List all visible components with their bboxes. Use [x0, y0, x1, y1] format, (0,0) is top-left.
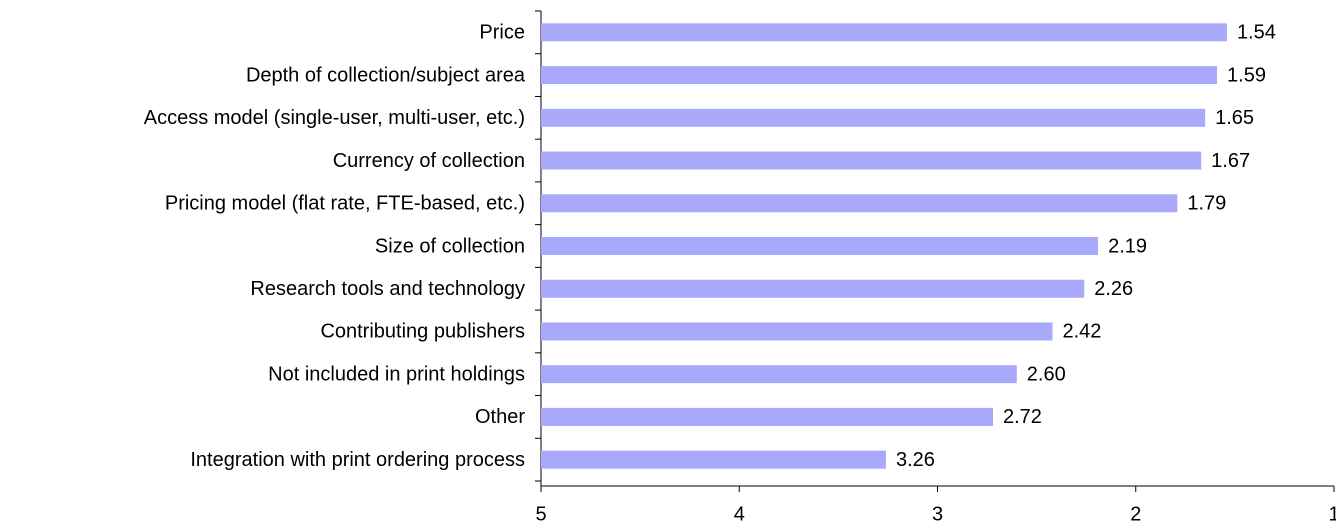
bar — [541, 365, 1017, 384]
bar — [541, 322, 1053, 341]
y-tick-label: Integration with print ordering process — [190, 449, 525, 471]
x-tick-label: 2 — [1130, 503, 1141, 525]
y-tick-label: Pricing model (flat rate, FTE-based, etc… — [165, 193, 525, 215]
value-label: 1.67 — [1211, 150, 1250, 172]
bar — [541, 450, 886, 469]
y-tick-label: Research tools and technology — [250, 278, 525, 300]
y-tick-label: Contributing publishers — [320, 321, 525, 343]
y-tick-label: Price — [479, 22, 525, 44]
y-tick-label: Size of collection — [375, 235, 525, 257]
y-tick-label: Depth of collection/subject area — [246, 64, 526, 86]
bar — [541, 237, 1099, 255]
x-tick-label: 5 — [535, 503, 546, 525]
value-label: 2.19 — [1108, 235, 1147, 257]
bar — [541, 108, 1206, 127]
value-label: 1.59 — [1227, 64, 1266, 86]
x-tick-label: 4 — [734, 503, 745, 525]
y-tick-label: Not included in print holdings — [268, 363, 525, 385]
value-label: 3.26 — [896, 449, 935, 471]
value-label: 2.72 — [1003, 406, 1042, 428]
value-label: 2.60 — [1027, 363, 1066, 385]
bar — [541, 194, 1178, 213]
value-label: 1.79 — [1187, 193, 1226, 215]
x-tick-label: 1 — [1328, 503, 1336, 525]
y-tick-label: Currency of collection — [333, 150, 525, 172]
bar — [541, 66, 1218, 85]
y-tick-label: Access model (single-user, multi-user, e… — [144, 107, 525, 129]
value-label: 2.26 — [1094, 278, 1133, 300]
bar — [541, 407, 994, 426]
bar — [541, 279, 1085, 298]
value-label: 1.54 — [1237, 22, 1276, 44]
bar — [541, 23, 1227, 42]
value-label: 1.65 — [1215, 107, 1254, 129]
y-tick-label: Other — [475, 406, 525, 428]
x-tick-label: 3 — [932, 503, 943, 525]
bar — [541, 151, 1202, 170]
value-label: 2.42 — [1062, 321, 1101, 343]
